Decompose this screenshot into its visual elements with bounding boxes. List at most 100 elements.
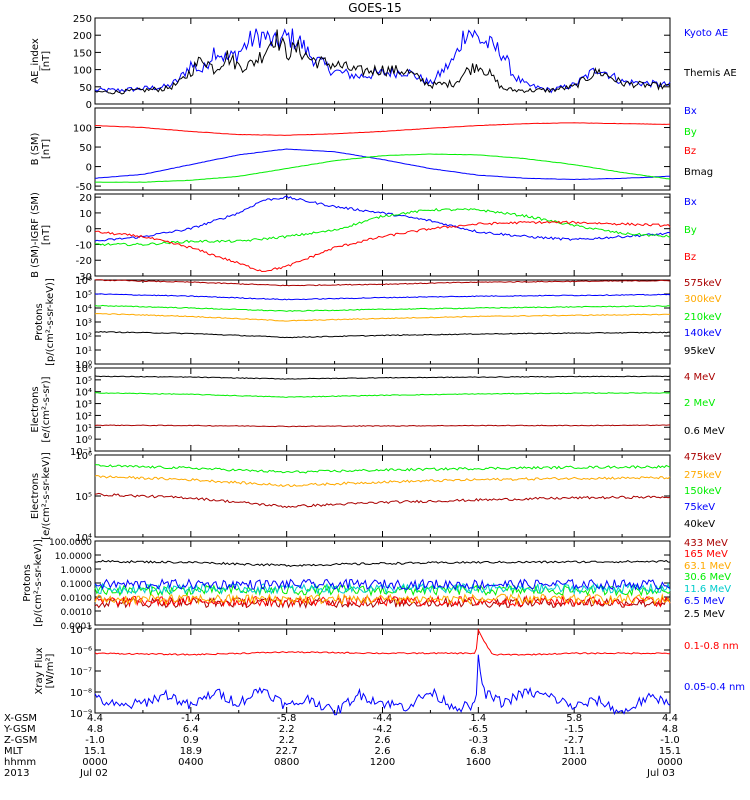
panel-1: 0 50 100 150 200 250 AE_index [nT] Kyoto AE Themi… — [30, 14, 737, 111]
y-tick-label: 10⁻⁹ — [70, 709, 92, 720]
y-tick-label: 10⁵ — [75, 492, 92, 503]
series-line-275kev — [94, 474, 671, 488]
y-tick-label: 0.1000 — [61, 580, 93, 590]
y-axis-label: B (SM) [nT] — [30, 132, 52, 165]
y-tick-label: 0 — [86, 163, 92, 174]
panel-frame — [94, 279, 671, 365]
series-line-165-mev — [94, 594, 671, 608]
legend-label: By — [684, 127, 697, 138]
y-tick-label: 10⁻⁷ — [70, 667, 92, 678]
y-tick-label: -20 — [76, 256, 92, 267]
ephemeris-value: 4.4 — [87, 713, 103, 724]
ephemeris-value: 0.9 — [183, 735, 199, 746]
y-tick-label: 10⁻⁵ — [70, 625, 92, 636]
ephemeris-row-label: 2013 — [4, 768, 29, 779]
ephemeris-row-label: hhmm — [4, 757, 36, 768]
ephemeris-value: 4.4 — [662, 713, 678, 724]
y-tick-label: 10⁶ — [75, 364, 92, 375]
y-tick-label: 50 — [79, 83, 92, 94]
ephemeris-value: 2000 — [561, 757, 586, 768]
y-axis-label: Electrons [e/(cm²-s-sr-keV)] — [30, 452, 52, 540]
legend-label: 63.1 MeV — [684, 561, 731, 572]
y-tick-label: 200 — [73, 31, 92, 42]
legend-label: 75keV — [684, 502, 715, 513]
y-tick-label: 0.0100 — [61, 594, 93, 604]
y-tick-label: 50 — [79, 143, 92, 154]
y-tick-label: 10 — [79, 209, 92, 220]
panel-frame — [94, 17, 671, 105]
y-axis-label: AE_index [nT] — [30, 38, 52, 84]
ephemeris-value: -4.4 — [373, 713, 393, 724]
y-label-line: B (SM) — [30, 132, 41, 165]
y-tick-label: 10⁻¹ — [70, 447, 92, 458]
y-tick-label: 150 — [73, 48, 92, 59]
ephemeris-value: 4.8 — [87, 724, 103, 735]
ephemeris-value: 18.9 — [180, 746, 202, 757]
y-tick-label: 0 — [86, 225, 92, 236]
series-line-6-5-mev — [94, 578, 671, 591]
ephemeris-value: 0000 — [82, 757, 107, 768]
legend-label: Bx — [684, 197, 697, 208]
series-line-2-5-mev — [94, 559, 671, 567]
y-axis-label: B (SM)-IGRF (SM) [nT] — [30, 192, 52, 278]
legend-label: 11.6 MeV — [684, 584, 731, 595]
legend-label: 6.5 MeV — [684, 596, 725, 607]
ephemeris-value: 4.8 — [662, 724, 678, 735]
ephemeris-row-label: Z-GSM — [4, 735, 37, 746]
legend-label: 275keV — [684, 470, 722, 481]
y-tick-label: 10⁴ — [75, 388, 92, 399]
legend-label: 300keV — [684, 294, 722, 305]
y-axis-label: Xray Flux [W/m²] — [34, 647, 56, 694]
y-tick-label: 10⁴ — [75, 304, 92, 315]
panel-4: 10⁰ 10¹ 10² 10³ 10⁴ 10⁵ 10⁶ Protons [p/(cm²-s-sr… — [34, 276, 722, 371]
legend-label: 475keV — [684, 452, 722, 463]
y-label-line: [e/(cm²-s-sr)] — [41, 376, 52, 442]
y-tick-label: 10⁶ — [75, 276, 92, 287]
y-label-line: [nT] — [41, 51, 52, 71]
panel-frame — [94, 628, 671, 714]
y-label-line: [p/(cm²-s-sr-keV)] — [45, 278, 56, 366]
y-label-line: [e/(cm²-s-sr-keV)] — [41, 452, 52, 540]
series-line-themis-ae — [94, 29, 671, 95]
y-tick-label: 0.0001 — [61, 622, 93, 632]
y-axis-label: Protons [p/(cm²-s-sr-keV)] — [22, 539, 44, 627]
legend-label: Kyoto AE — [684, 28, 728, 39]
y-label-line: Xray Flux — [34, 647, 45, 694]
ephemeris-value: 0000 — [657, 757, 682, 768]
y-axis-label: Electrons [e/(cm²-s-sr)] — [30, 376, 52, 442]
legend-label: 95keV — [684, 346, 715, 357]
series-line-300kev — [94, 312, 671, 322]
legend-label: 0.6 MeV — [684, 426, 725, 437]
legend-label: 150keV — [684, 486, 722, 497]
series-line-95kev — [94, 330, 671, 339]
y-tick-label: 10⁴ — [75, 533, 92, 544]
ephemeris-value: -1.0 — [85, 735, 105, 746]
legend-label: 40keV — [684, 519, 715, 530]
legend-label: 433 MeV — [684, 538, 728, 549]
ephemeris-value: 1600 — [466, 757, 491, 768]
y-tick-label: 10² — [75, 332, 92, 343]
y-tick-label: 10⁵ — [75, 376, 92, 387]
ephemeris-value: 2.2 — [279, 724, 295, 735]
ephemeris-value: -4.2 — [373, 724, 393, 735]
series-line-by — [95, 153, 671, 183]
series-line-by — [95, 207, 671, 247]
legend-label: 210keV — [684, 312, 722, 323]
legend-label: 30.6 MeV — [684, 572, 731, 583]
legend-label: Bx — [684, 106, 697, 117]
ephemeris-value: 6.4 — [183, 724, 199, 735]
y-tick-label: -30 — [76, 272, 92, 283]
legend-label: 2 MeV — [684, 398, 715, 409]
legend-label: 575keV — [684, 278, 722, 289]
ephemeris-value: 11.1 — [563, 746, 585, 757]
y-tick-label: 10¹ — [75, 423, 92, 434]
y-tick-label: 100 — [73, 124, 92, 135]
series-line-bx — [94, 195, 671, 242]
y-tick-label: 10⁵ — [75, 290, 92, 301]
y-tick-label: 10² — [75, 411, 92, 422]
y-tick-label: -50 — [76, 182, 92, 193]
y-tick-label: 10⁻⁸ — [70, 688, 92, 699]
y-tick-label: 100.0000 — [49, 538, 92, 548]
